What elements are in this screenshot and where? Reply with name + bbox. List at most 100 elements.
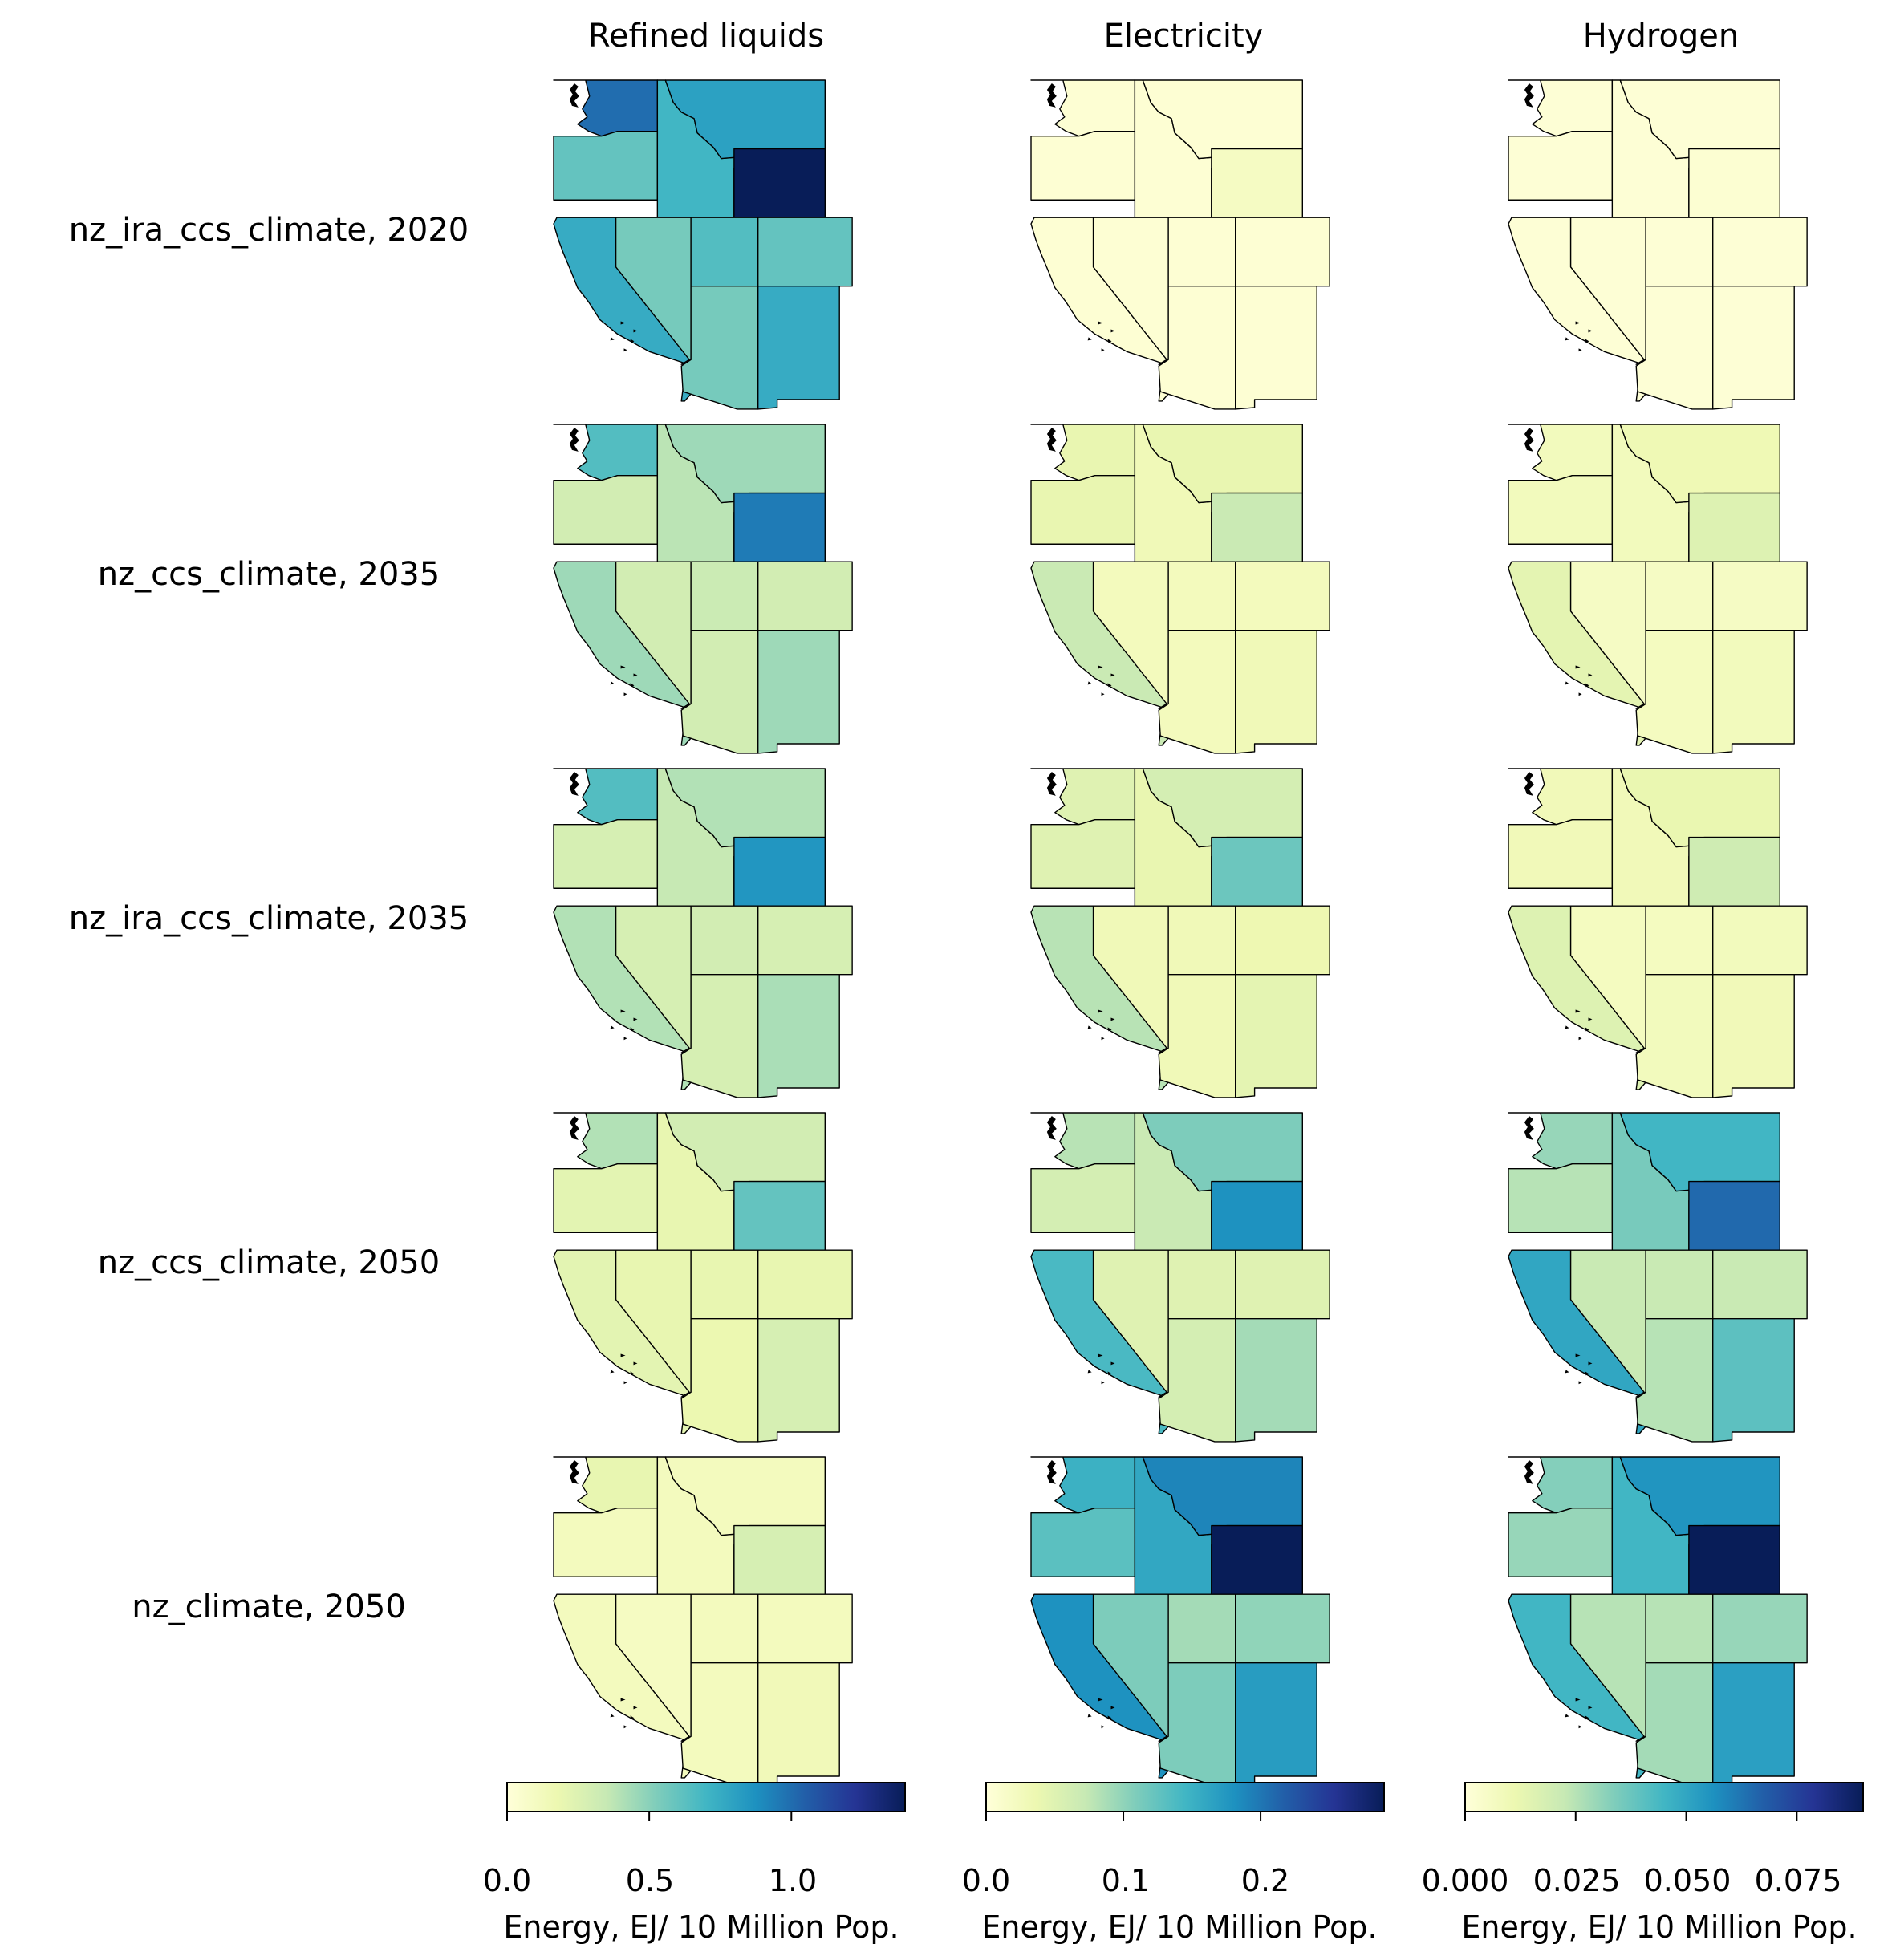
state-co — [757, 217, 853, 287]
state-wa — [553, 768, 659, 826]
state-ut — [1645, 1593, 1714, 1664]
state-az — [680, 1318, 759, 1443]
state-ut — [690, 1593, 759, 1664]
map-panel-3-5 — [1508, 1456, 1808, 1787]
state-co — [1235, 905, 1330, 976]
state-wy — [1688, 148, 1780, 218]
state-wa — [553, 424, 659, 481]
state-wy — [1211, 836, 1303, 907]
state-az — [1158, 1662, 1236, 1787]
map-panel-1-2 — [553, 424, 853, 754]
state-az — [1158, 1318, 1236, 1443]
state-wa — [1030, 79, 1136, 137]
state-wa — [1508, 79, 1614, 137]
column-title-electricity: Electricity — [1103, 18, 1264, 55]
state-wy — [1688, 492, 1780, 562]
colorbar-3 — [1464, 1782, 1864, 1812]
state-mt — [664, 424, 826, 504]
state-co — [1712, 1593, 1808, 1664]
state-or — [553, 818, 659, 889]
state-wa — [1508, 1456, 1614, 1514]
colorbar-2 — [985, 1782, 1385, 1812]
state-ut — [1167, 1593, 1236, 1664]
map-panel-1-5 — [553, 1456, 853, 1787]
state-ut — [1167, 905, 1236, 976]
state-nm — [1712, 1662, 1795, 1787]
puget-sound-mark — [1046, 1459, 1057, 1484]
state-az — [680, 286, 759, 410]
puget-sound-mark — [1046, 427, 1057, 452]
row-label-1: nz_ira_ccs_climate, 2020 — [68, 212, 469, 249]
puget-sound-mark — [1046, 1115, 1057, 1140]
state-co — [1712, 217, 1808, 287]
cbar3-tick-0: 0.000 — [1421, 1863, 1509, 1898]
state-az — [1158, 286, 1236, 410]
state-or — [1030, 130, 1136, 201]
state-wy — [1211, 492, 1303, 562]
row-label-5: nz_climate, 2050 — [132, 1589, 406, 1625]
state-ut — [1645, 1249, 1714, 1320]
state-or — [553, 1507, 659, 1577]
state-az — [1158, 974, 1236, 1098]
state-wy — [733, 148, 826, 218]
state-co — [1712, 561, 1808, 631]
map-grid — [553, 79, 1808, 1787]
state-nm — [1235, 630, 1317, 754]
cbar3-tick-1: 0.025 — [1533, 1863, 1621, 1898]
puget-sound-mark — [569, 83, 579, 108]
colorbars — [506, 1782, 1864, 1821]
state-nm — [757, 974, 840, 1098]
state-ut — [1167, 1249, 1236, 1320]
map-panel-2-3 — [1030, 768, 1330, 1098]
state-wy — [1688, 1524, 1780, 1595]
puget-sound-mark — [1524, 1115, 1534, 1140]
state-wa — [1030, 424, 1136, 481]
state-co — [1235, 1593, 1330, 1664]
cbar1-tick-0: 0.0 — [482, 1863, 532, 1898]
state-or — [1508, 818, 1614, 889]
state-az — [1635, 286, 1714, 410]
cbar1-tick-1: 0.5 — [625, 1863, 675, 1898]
map-panel-3-4 — [1508, 1112, 1808, 1443]
cbar3-label: Energy, EJ/ 10 Million Pop. — [1461, 1909, 1857, 1945]
column-title-refined-liquids: Refined liquids — [587, 18, 825, 55]
map-panel-2-2 — [1030, 424, 1330, 754]
row-label-3: nz_ira_ccs_climate, 2035 — [68, 900, 469, 937]
state-or — [553, 1163, 659, 1233]
state-mt — [1619, 79, 1780, 160]
state-az — [680, 630, 759, 754]
state-wy — [1211, 148, 1303, 218]
state-mt — [664, 79, 826, 160]
state-mt — [1142, 1112, 1303, 1192]
state-az — [1635, 1318, 1714, 1443]
state-nm — [1712, 974, 1795, 1098]
column-title-hydrogen: Hydrogen — [1582, 18, 1740, 55]
state-or — [1030, 474, 1136, 545]
puget-sound-mark — [1524, 427, 1534, 452]
state-nm — [757, 630, 840, 754]
state-mt — [1142, 79, 1303, 160]
cbar2-tick-0: 0.0 — [961, 1863, 1011, 1898]
state-wy — [733, 836, 826, 907]
state-or — [1508, 130, 1614, 201]
state-co — [1235, 1249, 1330, 1320]
state-az — [1635, 974, 1714, 1098]
state-mt — [1619, 768, 1780, 848]
state-mt — [1142, 1456, 1303, 1536]
puget-sound-mark — [569, 771, 579, 796]
state-wy — [1211, 1524, 1303, 1595]
state-co — [757, 561, 853, 631]
map-panel-1-3 — [553, 768, 853, 1098]
state-co — [1712, 905, 1808, 976]
puget-sound-mark — [569, 1459, 579, 1484]
state-nm — [1235, 974, 1317, 1098]
state-ut — [1645, 905, 1714, 976]
state-wa — [1030, 768, 1136, 826]
puget-sound-mark — [1046, 771, 1057, 796]
puget-sound-mark — [1524, 83, 1534, 108]
state-nm — [1712, 630, 1795, 754]
state-wy — [733, 492, 826, 562]
state-or — [1508, 1507, 1614, 1577]
puget-sound-mark — [1524, 1459, 1534, 1484]
state-co — [757, 1249, 853, 1320]
